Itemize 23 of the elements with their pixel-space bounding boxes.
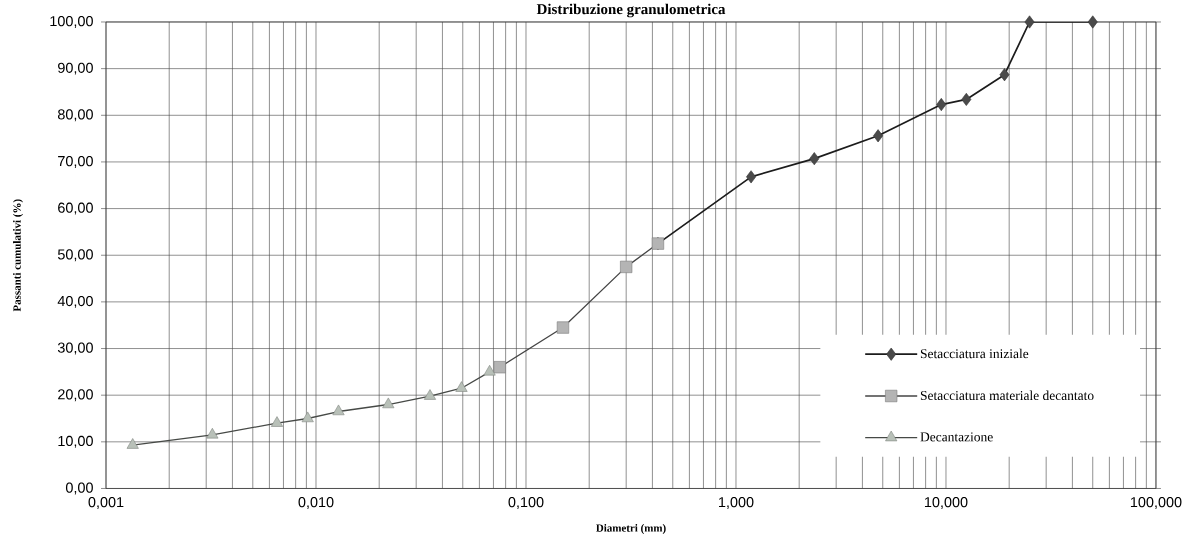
legend-label: Decantazione bbox=[920, 432, 993, 442]
x-tick-label: 100,000 bbox=[1130, 497, 1182, 509]
legend-label: Setacciatura materiale decantato bbox=[920, 390, 1094, 401]
y-tick-label: 50,00 bbox=[57, 249, 93, 262]
y-tick-label: 100,00 bbox=[50, 16, 93, 28]
y-tick-label: 0,00 bbox=[65, 482, 93, 495]
y-tick-label: 20,00 bbox=[58, 389, 93, 402]
y-tick-label: 60,00 bbox=[58, 202, 93, 215]
y-tick-label: 30,00 bbox=[57, 342, 93, 355]
y-tick-label: 90,00 bbox=[58, 62, 93, 75]
x-tick-label: 0,010 bbox=[298, 497, 334, 509]
x-tick-label: 0,100 bbox=[508, 497, 544, 509]
y-tick-label: 70,00 bbox=[58, 155, 93, 168]
y-tick-label: 80,00 bbox=[57, 109, 93, 122]
y-tick-label: 10,00 bbox=[58, 435, 93, 448]
x-axis-title: Diametri (mm) bbox=[596, 524, 666, 534]
legend-label: Setacciatura iniziale bbox=[920, 348, 1029, 359]
x-tick-label: 10,000 bbox=[924, 497, 968, 509]
x-tick-label: 1,000 bbox=[719, 497, 754, 509]
chart-title: Distribuzione granulometrica bbox=[536, 3, 726, 18]
y-tick-label: 40,00 bbox=[57, 295, 93, 308]
y-axis-title: Passanti cumulativi (%) bbox=[13, 199, 23, 312]
x-tick-label: 0,001 bbox=[88, 497, 124, 509]
